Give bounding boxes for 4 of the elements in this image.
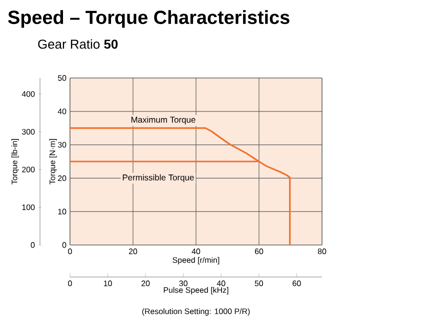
chart-title: Speed – Torque Characteristics	[8, 10, 290, 28]
annotation: Maximum Torque	[131, 116, 196, 124]
chart-subtitle: Gear Ratio 50	[38, 39, 118, 49]
annotation: Permissible Torque	[122, 174, 194, 182]
